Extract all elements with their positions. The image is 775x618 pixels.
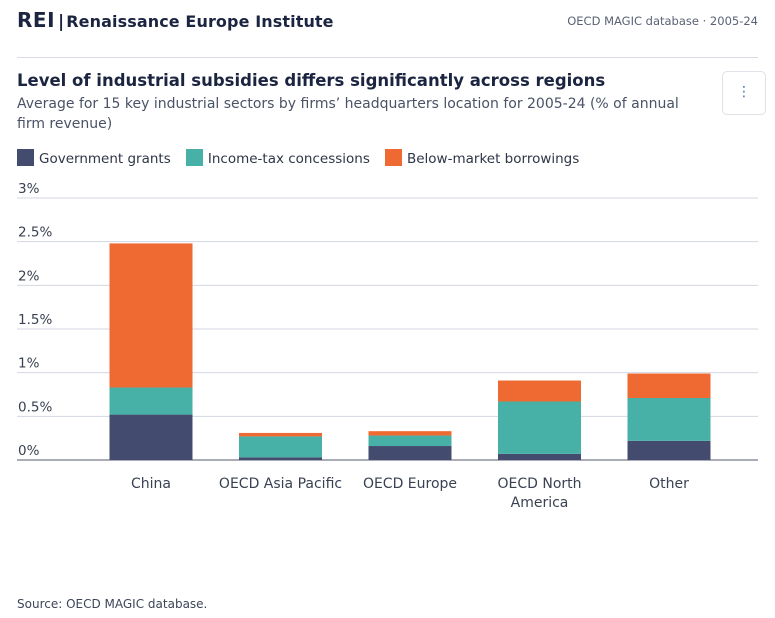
legend-label-income-tax-concessions: Income-tax concessions <box>207 151 370 167</box>
vertical-ellipsis-icon: ⋮ <box>737 84 751 100</box>
bar-segment <box>627 373 711 398</box>
brand-separator: | <box>58 12 65 32</box>
x-tick-label: Other <box>649 476 689 492</box>
y-tick-label: 3% <box>18 181 40 197</box>
y-tick-label: 1% <box>18 356 40 372</box>
bar-segment <box>498 453 581 460</box>
legend-item-below-market-borrowings[interactable]: Below-market borrowings <box>384 149 580 167</box>
bar-segment <box>368 431 452 436</box>
bar-segment <box>239 457 322 460</box>
bar-segment <box>498 380 581 402</box>
bar-segment <box>368 446 452 460</box>
chart-legend: Government grants Income-tax concessions… <box>17 148 589 168</box>
bar-segment <box>498 401 581 454</box>
chart-subtitle: Average for 15 key industrial sectors by… <box>17 96 679 132</box>
bar-segment <box>239 436 322 458</box>
bar-segment <box>109 243 193 388</box>
legend-swatch-government-grants <box>17 149 34 166</box>
source-note: Source: OECD MAGIC database. <box>17 597 208 611</box>
stacked-bar-chart: 0% 0.5% 1% 1.5% 2% 2.5% 3% China OECD Asia Pacif… <box>17 181 758 511</box>
chart-menu-button[interactable]: ⋮ <box>722 71 766 115</box>
bar-segment <box>109 414 193 460</box>
bar-segment <box>627 440 711 460</box>
x-tick-label: OECD Europe <box>363 476 457 492</box>
brand: REI | Renaissance Europe Institute <box>17 8 334 32</box>
bar-segment <box>368 435 452 447</box>
bar-segment <box>627 397 711 441</box>
x-tick-label: China <box>131 476 171 492</box>
y-tick-label: 0.5% <box>18 399 52 415</box>
organization-name: Renaissance Europe Institute <box>66 12 334 31</box>
bar-segment <box>239 432 322 437</box>
bar-segment <box>109 387 193 415</box>
brand-logo: REI <box>17 8 56 32</box>
legend-swatch-income-tax-concessions <box>185 149 203 166</box>
legend-label-below-market-borrowings: Below-market borrowings <box>406 151 580 167</box>
y-tick-label: 1.5% <box>18 312 52 328</box>
legend-label-government-grants: Government grants <box>39 151 171 167</box>
header-meta: OECD MAGIC database · 2005-24 <box>567 14 758 28</box>
header-divider <box>17 57 758 58</box>
x-tick-label: OECD North America <box>497 476 581 511</box>
header: REI | Renaissance Europe Institute OECD MA… <box>17 8 758 34</box>
legend-item-income-tax-concessions[interactable]: Income-tax concessions <box>185 149 370 167</box>
y-tick-label: 2.5% <box>18 225 52 241</box>
legend-item-government-grants[interactable]: Government grants <box>17 149 171 167</box>
y-tick-label: 0% <box>18 443 40 459</box>
y-tick-label: 2% <box>18 268 40 284</box>
chart-title: Level of industrial subsidies differs si… <box>17 71 606 90</box>
legend-swatch-below-market-borrowings <box>384 149 402 166</box>
x-tick-label: OECD Asia Pacific <box>219 476 342 492</box>
